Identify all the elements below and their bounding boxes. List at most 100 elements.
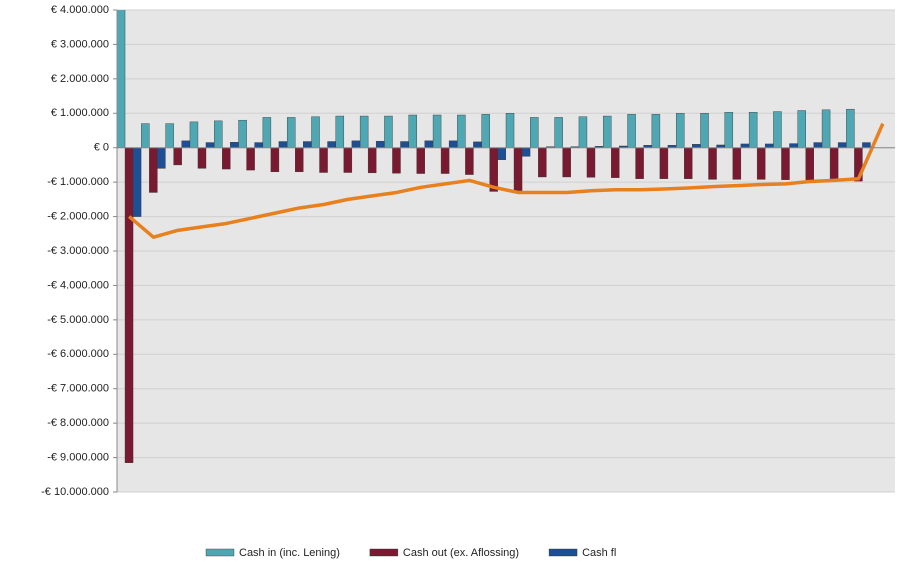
bar (562, 147, 571, 178)
y-tick-label: -€ 7.000.000 (47, 383, 109, 395)
y-tick-label: € 4.000.000 (51, 4, 109, 16)
bar (764, 143, 774, 148)
bar (222, 147, 231, 170)
bar (197, 147, 207, 169)
bar (327, 141, 336, 148)
bar (635, 147, 644, 179)
bar (392, 147, 401, 174)
bar (335, 115, 345, 148)
bar (862, 142, 871, 148)
bar (295, 147, 304, 173)
legend-swatch (205, 548, 235, 557)
y-tick-label: € 0 (94, 142, 109, 154)
bar (530, 117, 539, 148)
bar (124, 147, 134, 463)
y-tick-label: -€ 5.000.000 (47, 314, 109, 326)
bar (230, 142, 239, 148)
bar (303, 141, 312, 148)
bar (165, 123, 174, 148)
bar (319, 147, 328, 173)
y-tick-label: -€ 10.000.000 (41, 486, 109, 498)
bar (448, 140, 458, 148)
legend-swatch (548, 548, 578, 557)
bar (181, 140, 190, 148)
y-tick-label: -€ 1.000.000 (47, 176, 109, 188)
bar (141, 123, 150, 148)
bar (521, 147, 531, 157)
bar (343, 147, 353, 173)
y-tick-label: -€ 3.000.000 (47, 245, 109, 257)
bar (837, 142, 847, 148)
bar (659, 147, 669, 179)
bar (278, 141, 288, 148)
bar (424, 140, 434, 148)
bar (756, 147, 766, 180)
y-tick-label: € 1.000.000 (51, 107, 109, 119)
bar (805, 147, 814, 180)
bar (846, 108, 855, 148)
bar (513, 147, 523, 191)
legend-swatch (369, 548, 399, 557)
bar (262, 117, 272, 148)
bar (554, 117, 563, 148)
bar (603, 115, 612, 148)
bar (440, 147, 450, 174)
bar (675, 113, 685, 148)
bar (214, 120, 223, 148)
bar (465, 147, 474, 175)
bar (821, 109, 831, 148)
bar (481, 114, 490, 148)
bar (132, 147, 142, 217)
bar (773, 111, 782, 148)
bar (311, 116, 320, 148)
bar (740, 143, 750, 148)
bar (627, 114, 636, 148)
y-tick-label: -€ 9.000.000 (47, 451, 109, 463)
bar (700, 113, 709, 148)
bar (375, 140, 385, 148)
line (128, 122, 885, 239)
bar (611, 147, 620, 178)
bar (732, 147, 742, 180)
y-tick-label: -€ 4.000.000 (47, 279, 109, 291)
bar (813, 142, 823, 148)
bar (254, 142, 263, 148)
bar (189, 121, 199, 148)
bar (367, 147, 377, 174)
bar (586, 147, 596, 178)
bar (748, 112, 758, 148)
bar (432, 114, 442, 148)
y-tick-label: -€ 2.000.000 (47, 210, 109, 222)
bar (286, 117, 296, 148)
bar (708, 147, 717, 180)
bar (505, 113, 515, 148)
bar (408, 114, 417, 148)
y-tick-label: € 3.000.000 (51, 38, 109, 50)
legend-label: Cash in (inc. Lening) (239, 547, 340, 559)
bar (829, 147, 839, 181)
y-tick-label: -€ 6.000.000 (47, 348, 109, 360)
bar (781, 147, 790, 180)
bar (473, 141, 482, 148)
bar (457, 114, 466, 148)
bar (117, 10, 126, 148)
bar (651, 114, 661, 148)
legend-label: Cash out (ex. Aflossing) (403, 547, 519, 559)
y-tick-label: € 2.000.000 (51, 73, 109, 85)
bar (351, 140, 361, 148)
bar (724, 112, 734, 148)
bar (400, 141, 409, 148)
bar (246, 147, 255, 171)
bar (538, 147, 547, 178)
legend-label: Cash fl (582, 547, 616, 559)
bar (238, 119, 247, 148)
y-tick-label: -€ 8.000.000 (47, 417, 109, 429)
bar (416, 147, 425, 174)
bar (797, 110, 806, 148)
bar (684, 147, 693, 179)
bar (173, 147, 182, 166)
bar (497, 147, 506, 160)
bar (205, 142, 215, 148)
bar (578, 116, 588, 148)
